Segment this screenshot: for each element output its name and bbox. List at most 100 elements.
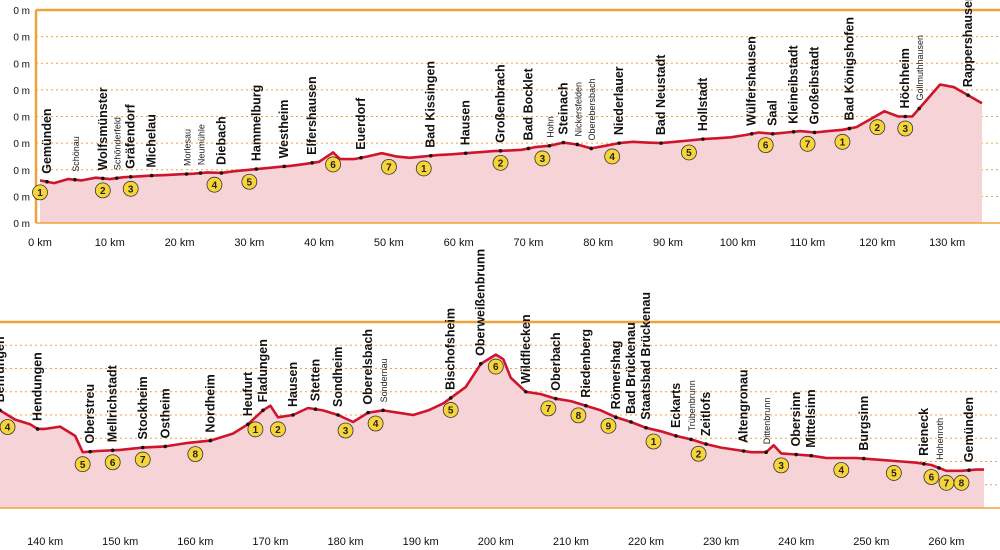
x-tick-label: 180 km bbox=[328, 536, 364, 548]
town-marker bbox=[917, 106, 921, 111]
town-marker bbox=[704, 442, 708, 446]
stage-badge bbox=[241, 173, 258, 190]
town-marker bbox=[812, 130, 817, 135]
x-tick-label: 240 km bbox=[778, 536, 814, 548]
x-tick-label: 230 km bbox=[703, 536, 739, 548]
village-label: Trübenbrunn bbox=[687, 380, 697, 431]
town-label: Michelau bbox=[145, 114, 159, 168]
stage-badge bbox=[122, 180, 139, 197]
stage-number: 2 bbox=[498, 158, 504, 169]
stage-number: 6 bbox=[330, 160, 336, 171]
stage-badge bbox=[897, 120, 914, 137]
town-marker bbox=[448, 396, 453, 400]
stage-badge bbox=[0, 419, 16, 435]
town-marker bbox=[478, 362, 483, 366]
x-tick-label: 160 km bbox=[177, 536, 213, 548]
town-marker bbox=[101, 176, 105, 181]
town-marker bbox=[73, 177, 77, 182]
town-label: Rappershausen bbox=[961, 0, 975, 87]
town-label: Mellrichstadt bbox=[106, 364, 120, 442]
stage-badge bbox=[534, 150, 551, 167]
stage-number: 9 bbox=[606, 421, 612, 432]
village-label: Hohenroth bbox=[935, 418, 945, 460]
town-marker bbox=[261, 408, 265, 413]
town-marker bbox=[903, 114, 908, 119]
town-marker bbox=[35, 427, 40, 431]
x-tick-label: 90 km bbox=[653, 237, 683, 249]
stage-badge bbox=[94, 182, 111, 199]
y-tick-label: 0 m bbox=[13, 139, 30, 150]
town-marker bbox=[575, 142, 580, 147]
town-label: Oberweißenbrunn bbox=[474, 249, 488, 356]
town-label: Gemünden bbox=[962, 397, 976, 462]
town-marker bbox=[770, 132, 775, 136]
x-tick-label: 100 km bbox=[720, 237, 756, 249]
town-marker bbox=[701, 137, 705, 141]
town-label: Gräfendorf bbox=[124, 103, 138, 168]
stage-badge bbox=[604, 148, 621, 165]
stage-number: 5 bbox=[686, 148, 692, 159]
stage-badge bbox=[247, 421, 264, 438]
x-tick-label: 200 km bbox=[478, 536, 514, 548]
town-label: Bad Kissingen bbox=[424, 61, 438, 148]
town-label: Euerdorf bbox=[354, 97, 368, 150]
town-label: Zeitlofs bbox=[699, 392, 713, 436]
town-label: Behrungen bbox=[0, 336, 7, 402]
x-tick-label: 0 km bbox=[28, 237, 52, 249]
y-tick-label: 0 m bbox=[13, 192, 30, 203]
stage-badge bbox=[757, 137, 774, 154]
town-label: Westheim bbox=[277, 100, 291, 159]
stage-number: 4 bbox=[212, 180, 218, 191]
stage-badge bbox=[442, 402, 459, 418]
town-marker bbox=[359, 155, 363, 160]
x-tick-label: 30 km bbox=[234, 237, 264, 249]
town-marker bbox=[644, 425, 648, 430]
town-marker bbox=[110, 448, 115, 453]
town-marker bbox=[749, 132, 754, 136]
stage-number: 8 bbox=[959, 478, 965, 489]
x-tick-label: 110 km bbox=[790, 237, 825, 249]
town-label: Gemünden bbox=[40, 108, 54, 173]
town-label: Großeibstadt bbox=[808, 46, 822, 125]
town-marker bbox=[862, 456, 866, 461]
stage-badge bbox=[134, 451, 151, 468]
town-marker bbox=[922, 462, 926, 466]
town-marker bbox=[428, 153, 433, 158]
town-label: Großenbrach bbox=[494, 64, 508, 143]
town-marker bbox=[937, 466, 941, 470]
village-label: Sondernau bbox=[379, 358, 389, 402]
village-label: Gollmuthhausen bbox=[915, 35, 925, 101]
stage-number: 2 bbox=[875, 123, 881, 134]
stage-badge bbox=[570, 407, 587, 424]
town-marker bbox=[764, 450, 768, 455]
town-marker bbox=[310, 161, 314, 165]
x-tick-label: 140 km bbox=[27, 536, 63, 548]
stage-badge bbox=[270, 421, 286, 438]
town-label: Bad Bocklet bbox=[521, 67, 535, 140]
town-label: Bad Neustadt bbox=[654, 54, 668, 135]
town-label: Saal bbox=[766, 100, 780, 126]
town-label: Heufurt bbox=[241, 371, 255, 416]
town-label: Fladungen bbox=[256, 339, 270, 402]
town-marker bbox=[291, 413, 295, 417]
stage-number: 5 bbox=[891, 469, 897, 480]
town-label: Stetten bbox=[309, 359, 323, 401]
town-marker bbox=[366, 410, 370, 415]
town-label: Oberbach bbox=[549, 332, 563, 390]
stage-badge bbox=[923, 469, 940, 485]
stage-number: 2 bbox=[100, 186, 106, 197]
town-label: Nordheim bbox=[203, 374, 217, 432]
town-label: Ostheim bbox=[158, 388, 172, 438]
stage-badge bbox=[487, 358, 504, 375]
town-marker bbox=[547, 143, 552, 148]
upper-profile-panel: 0 m 0 m 0 m 0 m 0 m 0 m 0 m 0 m 0 m 0 km 10 km 20 k… bbox=[13, 0, 1000, 249]
town-marker bbox=[584, 403, 588, 408]
stage-number: 1 bbox=[37, 188, 43, 199]
x-tick-label: 250 km bbox=[853, 536, 889, 548]
stage-badge bbox=[540, 400, 557, 417]
town-label: Bad Brückenau bbox=[624, 322, 638, 414]
x-tick-label: 80 km bbox=[583, 237, 613, 249]
town-marker bbox=[336, 413, 340, 417]
town-marker bbox=[794, 452, 799, 457]
stage-number: 6 bbox=[763, 141, 769, 152]
